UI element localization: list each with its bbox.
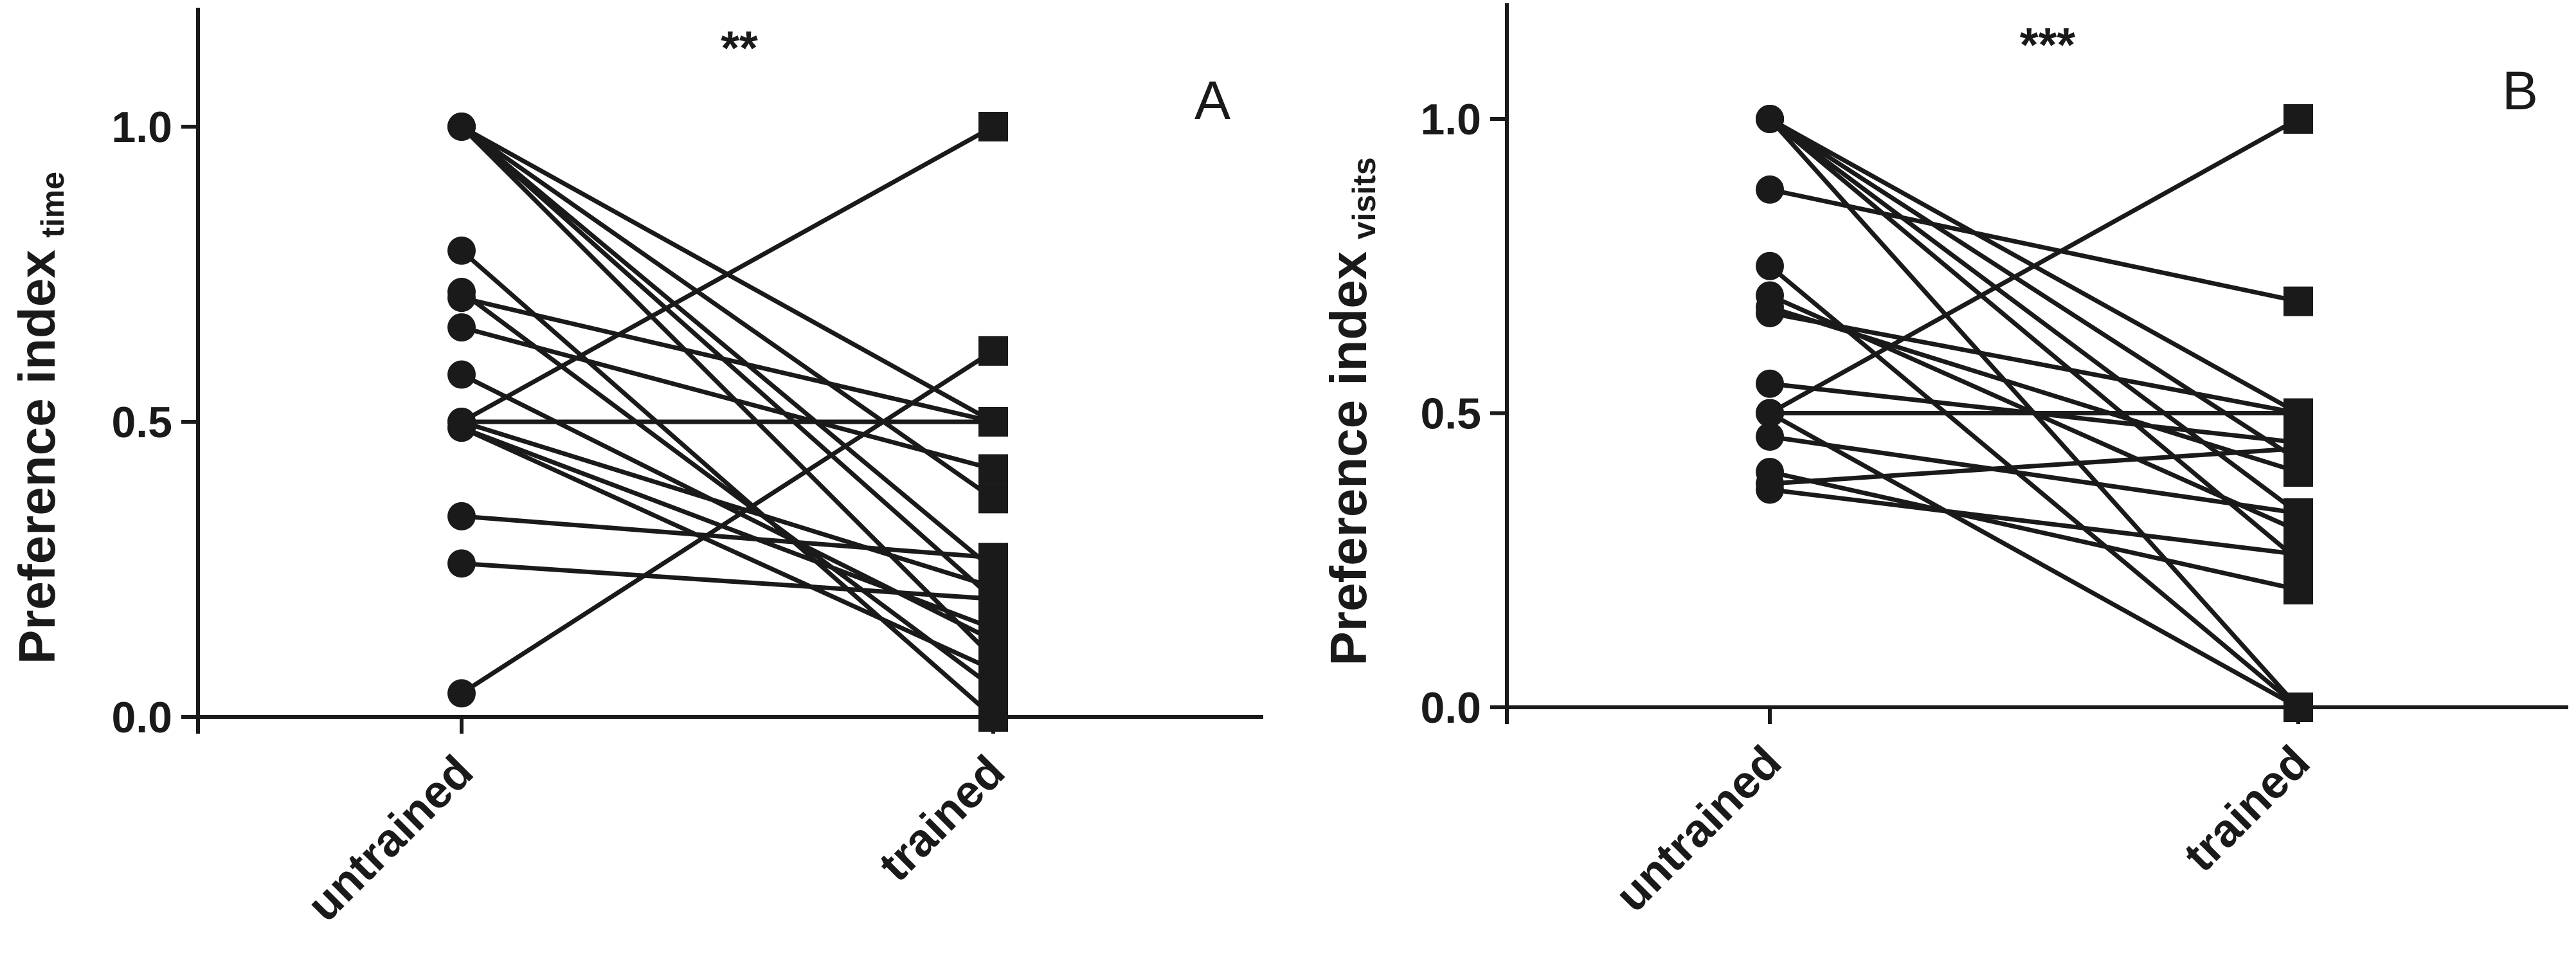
y-tick-label: 1.0 xyxy=(111,103,172,152)
series-line xyxy=(1769,187,2299,304)
series-line xyxy=(461,514,994,560)
data-point-untrained xyxy=(1756,105,1784,133)
data-point-trained xyxy=(978,112,1008,141)
series-line xyxy=(461,325,994,471)
data-point-untrained xyxy=(447,360,476,389)
x-tick-label: untrained xyxy=(298,746,483,932)
panel-letter: A xyxy=(1194,70,1230,131)
data-point-trained xyxy=(978,454,1008,484)
series-line xyxy=(1769,434,2299,516)
data-point-untrained xyxy=(447,236,476,265)
data-point-trained xyxy=(978,702,1008,732)
data-point-untrained xyxy=(1756,422,1784,451)
series-line xyxy=(1769,487,2299,557)
data-point-trained xyxy=(2283,539,2313,570)
x-tick-label: untrained xyxy=(1606,736,1792,922)
data-point-trained xyxy=(978,584,1008,614)
panel-letter: B xyxy=(2502,60,2538,121)
series-line xyxy=(460,125,995,572)
chart-panel-b: *** B Preference index visits 0.0 0.5 1.0 u… xyxy=(1320,3,2568,921)
series-line xyxy=(460,125,995,660)
y-tick-label: 0.5 xyxy=(111,398,172,447)
data-point-untrained xyxy=(1756,399,1784,428)
data-point-trained xyxy=(2283,398,2313,428)
data-point-trained xyxy=(2283,575,2313,604)
significance-label: *** xyxy=(2020,18,2076,71)
x-tick-label: trained xyxy=(2174,736,2319,882)
data-point-trained xyxy=(978,407,1008,437)
series-line xyxy=(1768,117,2300,562)
y-tick-label: 0.0 xyxy=(1420,684,1481,732)
series-line xyxy=(1769,116,2300,415)
series-line xyxy=(1769,411,2300,710)
data-point-untrained xyxy=(1756,175,1784,204)
x-tick-label: trained xyxy=(869,746,1014,891)
series-line xyxy=(460,125,995,601)
data-point-untrained xyxy=(447,284,476,312)
data-point-untrained xyxy=(447,313,476,342)
y-tick-label: 0.5 xyxy=(1420,390,1481,439)
significance-label: ** xyxy=(721,21,758,75)
data-point-trained xyxy=(2283,433,2313,464)
data-point-untrained xyxy=(447,679,476,708)
data-point-trained xyxy=(978,484,1008,514)
y-axis-subscript: time xyxy=(35,172,71,238)
series-line xyxy=(1769,311,2299,415)
data-point-untrained xyxy=(447,413,476,442)
series-line xyxy=(1769,305,2300,475)
series-line xyxy=(460,349,995,696)
series-line xyxy=(1769,446,2299,486)
data-point-untrained xyxy=(447,549,476,578)
data-point-trained xyxy=(2283,286,2313,316)
series-line xyxy=(460,124,995,424)
chart-panel-a: ** A Preference index time 0.0 0.5 1.0 untr… xyxy=(8,8,1263,931)
series-line xyxy=(460,125,995,501)
series-line xyxy=(461,561,994,601)
y-axis-subscript: visits xyxy=(1346,157,1382,239)
data-point-untrained xyxy=(1756,298,1784,327)
data-point-trained xyxy=(2283,104,2313,134)
series-line xyxy=(1768,264,2300,709)
data-point-untrained xyxy=(1756,251,1784,280)
data-point-trained xyxy=(978,655,1008,685)
y-axis-title: Preference index time xyxy=(8,172,71,664)
y-axis-label: Preference index xyxy=(8,249,66,664)
series-line xyxy=(460,419,995,590)
data-point-trained xyxy=(978,613,1008,644)
series-line xyxy=(1768,117,2300,515)
series-line xyxy=(1769,469,2299,592)
series-line xyxy=(461,295,994,424)
data-point-untrained xyxy=(1756,369,1784,398)
y-tick-label: 1.0 xyxy=(1420,95,1481,144)
y-axis-label: Preference index xyxy=(1320,251,1377,666)
data-point-trained xyxy=(2283,498,2313,529)
data-point-trained xyxy=(2283,693,2313,722)
series-line xyxy=(460,425,995,672)
series-line xyxy=(1769,117,2300,462)
series-line xyxy=(460,290,995,689)
y-axis-title: Preference index visits xyxy=(1320,157,1382,666)
data-point-untrained xyxy=(447,502,476,530)
y-tick-label: 0.0 xyxy=(111,693,172,742)
data-point-untrained xyxy=(1756,475,1784,504)
data-point-untrained xyxy=(447,113,476,141)
data-point-trained xyxy=(978,543,1008,573)
series-line xyxy=(460,249,995,719)
data-point-trained xyxy=(978,336,1008,366)
